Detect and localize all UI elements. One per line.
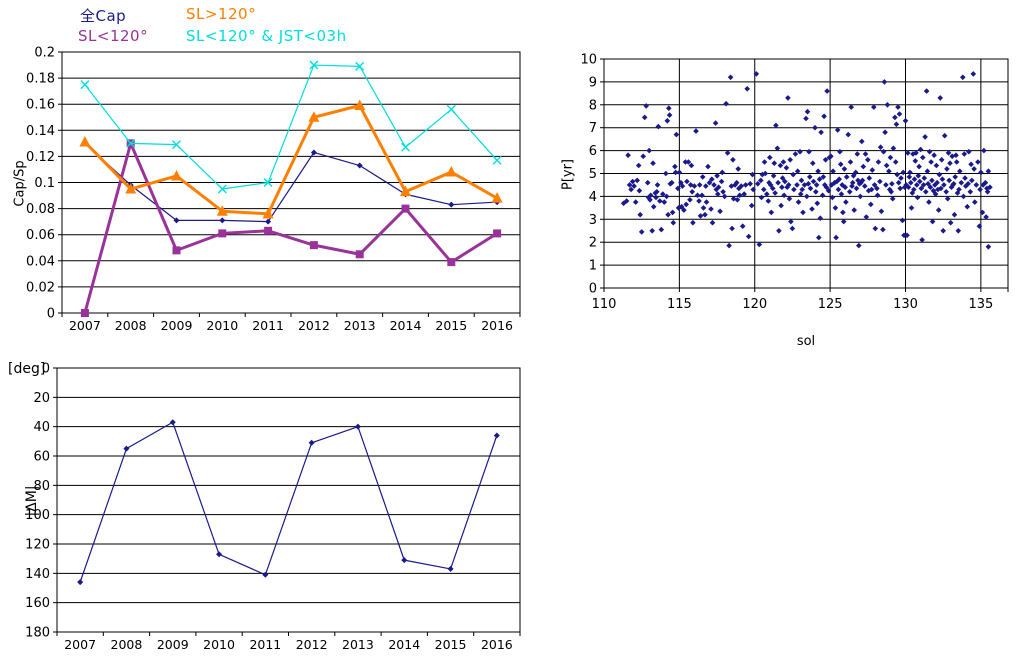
tick-label: 130 <box>893 297 918 312</box>
legend-item-all-cap: 全Cap <box>80 7 127 25</box>
tick-label: 2011 <box>249 637 281 652</box>
series-|ΔM| <box>77 419 500 586</box>
tick-label: 2016 <box>481 637 513 652</box>
tick-label: 2008 <box>115 318 147 333</box>
tick-label: 1 <box>589 259 597 274</box>
legend-item-sl-gt-120: SL>120° <box>186 5 257 23</box>
tick-label: 2012 <box>298 318 330 333</box>
p-y-axis-label: P[yr] <box>560 158 576 191</box>
dm-unit-label: [deg] <box>8 361 46 377</box>
tick-label: 135 <box>968 297 993 312</box>
tick-label: 5 <box>589 167 597 182</box>
tick-label: 0.18 <box>26 72 55 87</box>
tick-label: 2012 <box>296 637 328 652</box>
legend-item-sl-lt-120: SL<120° <box>78 27 149 45</box>
tick-label: 2013 <box>342 637 374 652</box>
tick-label: 7 <box>589 121 597 136</box>
tick-label: 4 <box>589 190 597 205</box>
tick-label: 0.08 <box>26 202 55 217</box>
dm-y-axis-label: |ΔM| <box>24 485 40 517</box>
tick-label: 2008 <box>111 637 143 652</box>
tick-label: 2010 <box>206 318 238 333</box>
tick-label: 2014 <box>390 318 422 333</box>
series-SL<120° & JST<03h <box>80 60 502 194</box>
tick-label: 2009 <box>161 318 193 333</box>
sol-x-axis-label: sol <box>796 334 816 349</box>
tick-label: 125 <box>818 297 843 312</box>
tick-label: 0.04 <box>26 254 55 269</box>
tick-label: 0 <box>47 307 55 322</box>
tick-label: 0.12 <box>26 150 55 165</box>
tick-label: 0.16 <box>26 98 55 113</box>
tick-label: 120 <box>742 297 767 312</box>
tick-label: 100 <box>25 508 50 523</box>
tick-label: 20 <box>33 391 50 406</box>
tick-label: 60 <box>33 450 50 465</box>
tick-label: 120 <box>25 538 50 553</box>
tick-label: 9 <box>589 75 597 90</box>
tick-label: 40 <box>33 420 50 435</box>
tick-label: 2013 <box>344 318 376 333</box>
tick-label: 80 <box>33 479 50 494</box>
tick-label: 2015 <box>435 637 467 652</box>
tick-label: 0.14 <box>26 124 55 139</box>
tick-label: 8 <box>589 98 597 113</box>
tick-label: 3 <box>589 213 597 228</box>
legend-item-sl-lt-120-jst: SL<120° & JST<03h <box>186 27 347 45</box>
tick-label: 2014 <box>388 637 420 652</box>
series-SL<120° <box>80 139 502 317</box>
tick-label: 2007 <box>64 637 96 652</box>
tick-label: 6 <box>589 144 597 159</box>
tick-label: 2009 <box>157 637 189 652</box>
tick-label: 140 <box>25 567 50 582</box>
series-SL>120° <box>79 99 503 219</box>
tick-label: 2011 <box>252 318 284 333</box>
tick-label: 10 <box>580 53 597 68</box>
capsp-y-axis-label: Cap/Sp <box>12 160 28 207</box>
tick-label: 2016 <box>481 318 513 333</box>
tick-label: 0 <box>589 282 597 297</box>
tick-label: 2007 <box>69 318 101 333</box>
tick-label: 160 <box>25 596 50 611</box>
tick-label: 2010 <box>203 637 235 652</box>
tick-label: 0.1 <box>34 176 55 191</box>
tick-label: 0.02 <box>26 280 55 295</box>
cap_sp-chart: 0.20.180.160.140.120.10.080.060.040.0202… <box>26 46 521 333</box>
tick-label: 0.06 <box>26 228 55 243</box>
tick-label: 115 <box>667 297 692 312</box>
tick-label: 110 <box>592 297 617 312</box>
tick-label: 2015 <box>435 318 467 333</box>
tick-label: 180 <box>25 626 50 641</box>
tick-label: 2 <box>589 236 597 251</box>
tick-label: 0 <box>42 362 50 377</box>
scatter-points <box>620 71 993 250</box>
tick-label: 0.2 <box>34 46 55 61</box>
delta_m-chart: 0 20 40 60 80 100 120 140 160 180 2007 2008 2009 2010… <box>25 362 521 652</box>
